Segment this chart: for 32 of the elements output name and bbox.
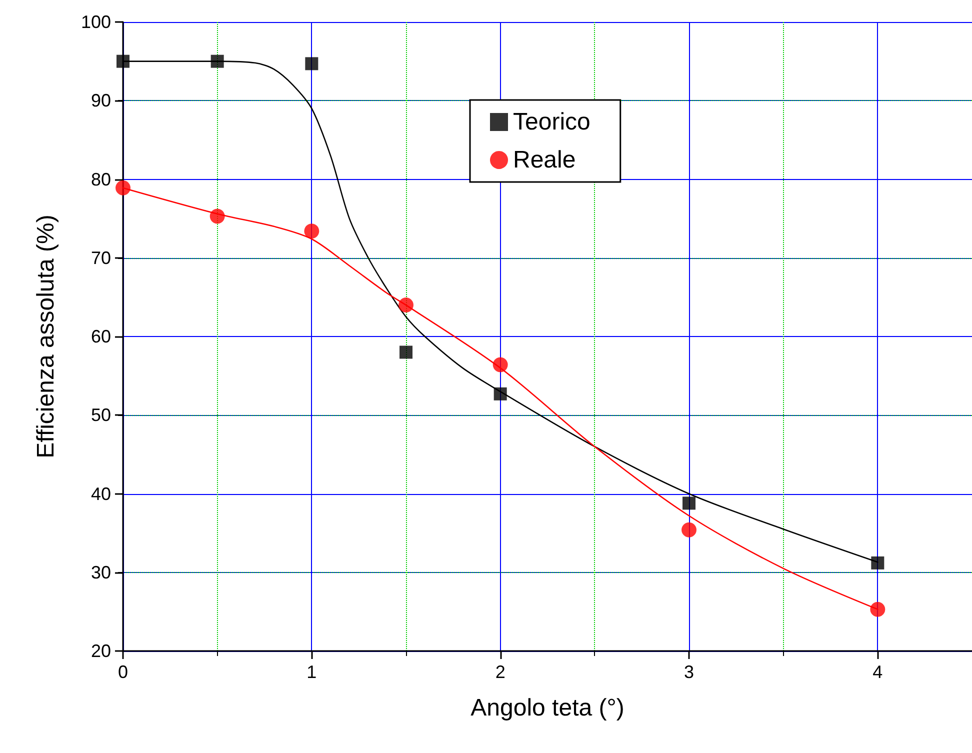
point xyxy=(400,346,412,359)
legend-label: Reale xyxy=(513,146,576,174)
x-tick-label: 4 xyxy=(872,662,883,682)
point xyxy=(492,357,508,372)
y-tick-label: 40 xyxy=(90,484,111,504)
point xyxy=(304,224,320,239)
point xyxy=(210,208,225,224)
y-tick-label: 30 xyxy=(90,562,111,582)
point xyxy=(210,54,224,68)
legend-label: Teorico xyxy=(513,108,590,136)
point xyxy=(398,298,414,313)
point xyxy=(871,556,884,570)
point xyxy=(116,180,130,196)
y-tick-label: 50 xyxy=(90,405,111,426)
x-tick-label: 1 xyxy=(306,662,317,682)
y-tick-label: 60 xyxy=(90,326,111,346)
x-tick-label: 0 xyxy=(118,662,128,682)
point xyxy=(682,496,696,510)
x-tick-label: 3 xyxy=(684,662,694,682)
y-axis-title: Efficienza assoluta (%) xyxy=(32,214,60,458)
point xyxy=(305,57,318,70)
y-tick-label: 20 xyxy=(90,641,111,661)
point xyxy=(494,387,507,400)
point xyxy=(682,522,696,538)
y-tick-label: 100 xyxy=(80,12,111,32)
x-tick-label: 2 xyxy=(495,662,506,682)
y-tick-label: 90 xyxy=(90,90,111,111)
y-tick-label: 80 xyxy=(90,169,111,190)
point xyxy=(870,602,886,617)
point xyxy=(116,54,130,68)
y-tick-label: 70 xyxy=(90,248,111,268)
x-axis-title: Angolo teta (°) xyxy=(470,694,624,722)
